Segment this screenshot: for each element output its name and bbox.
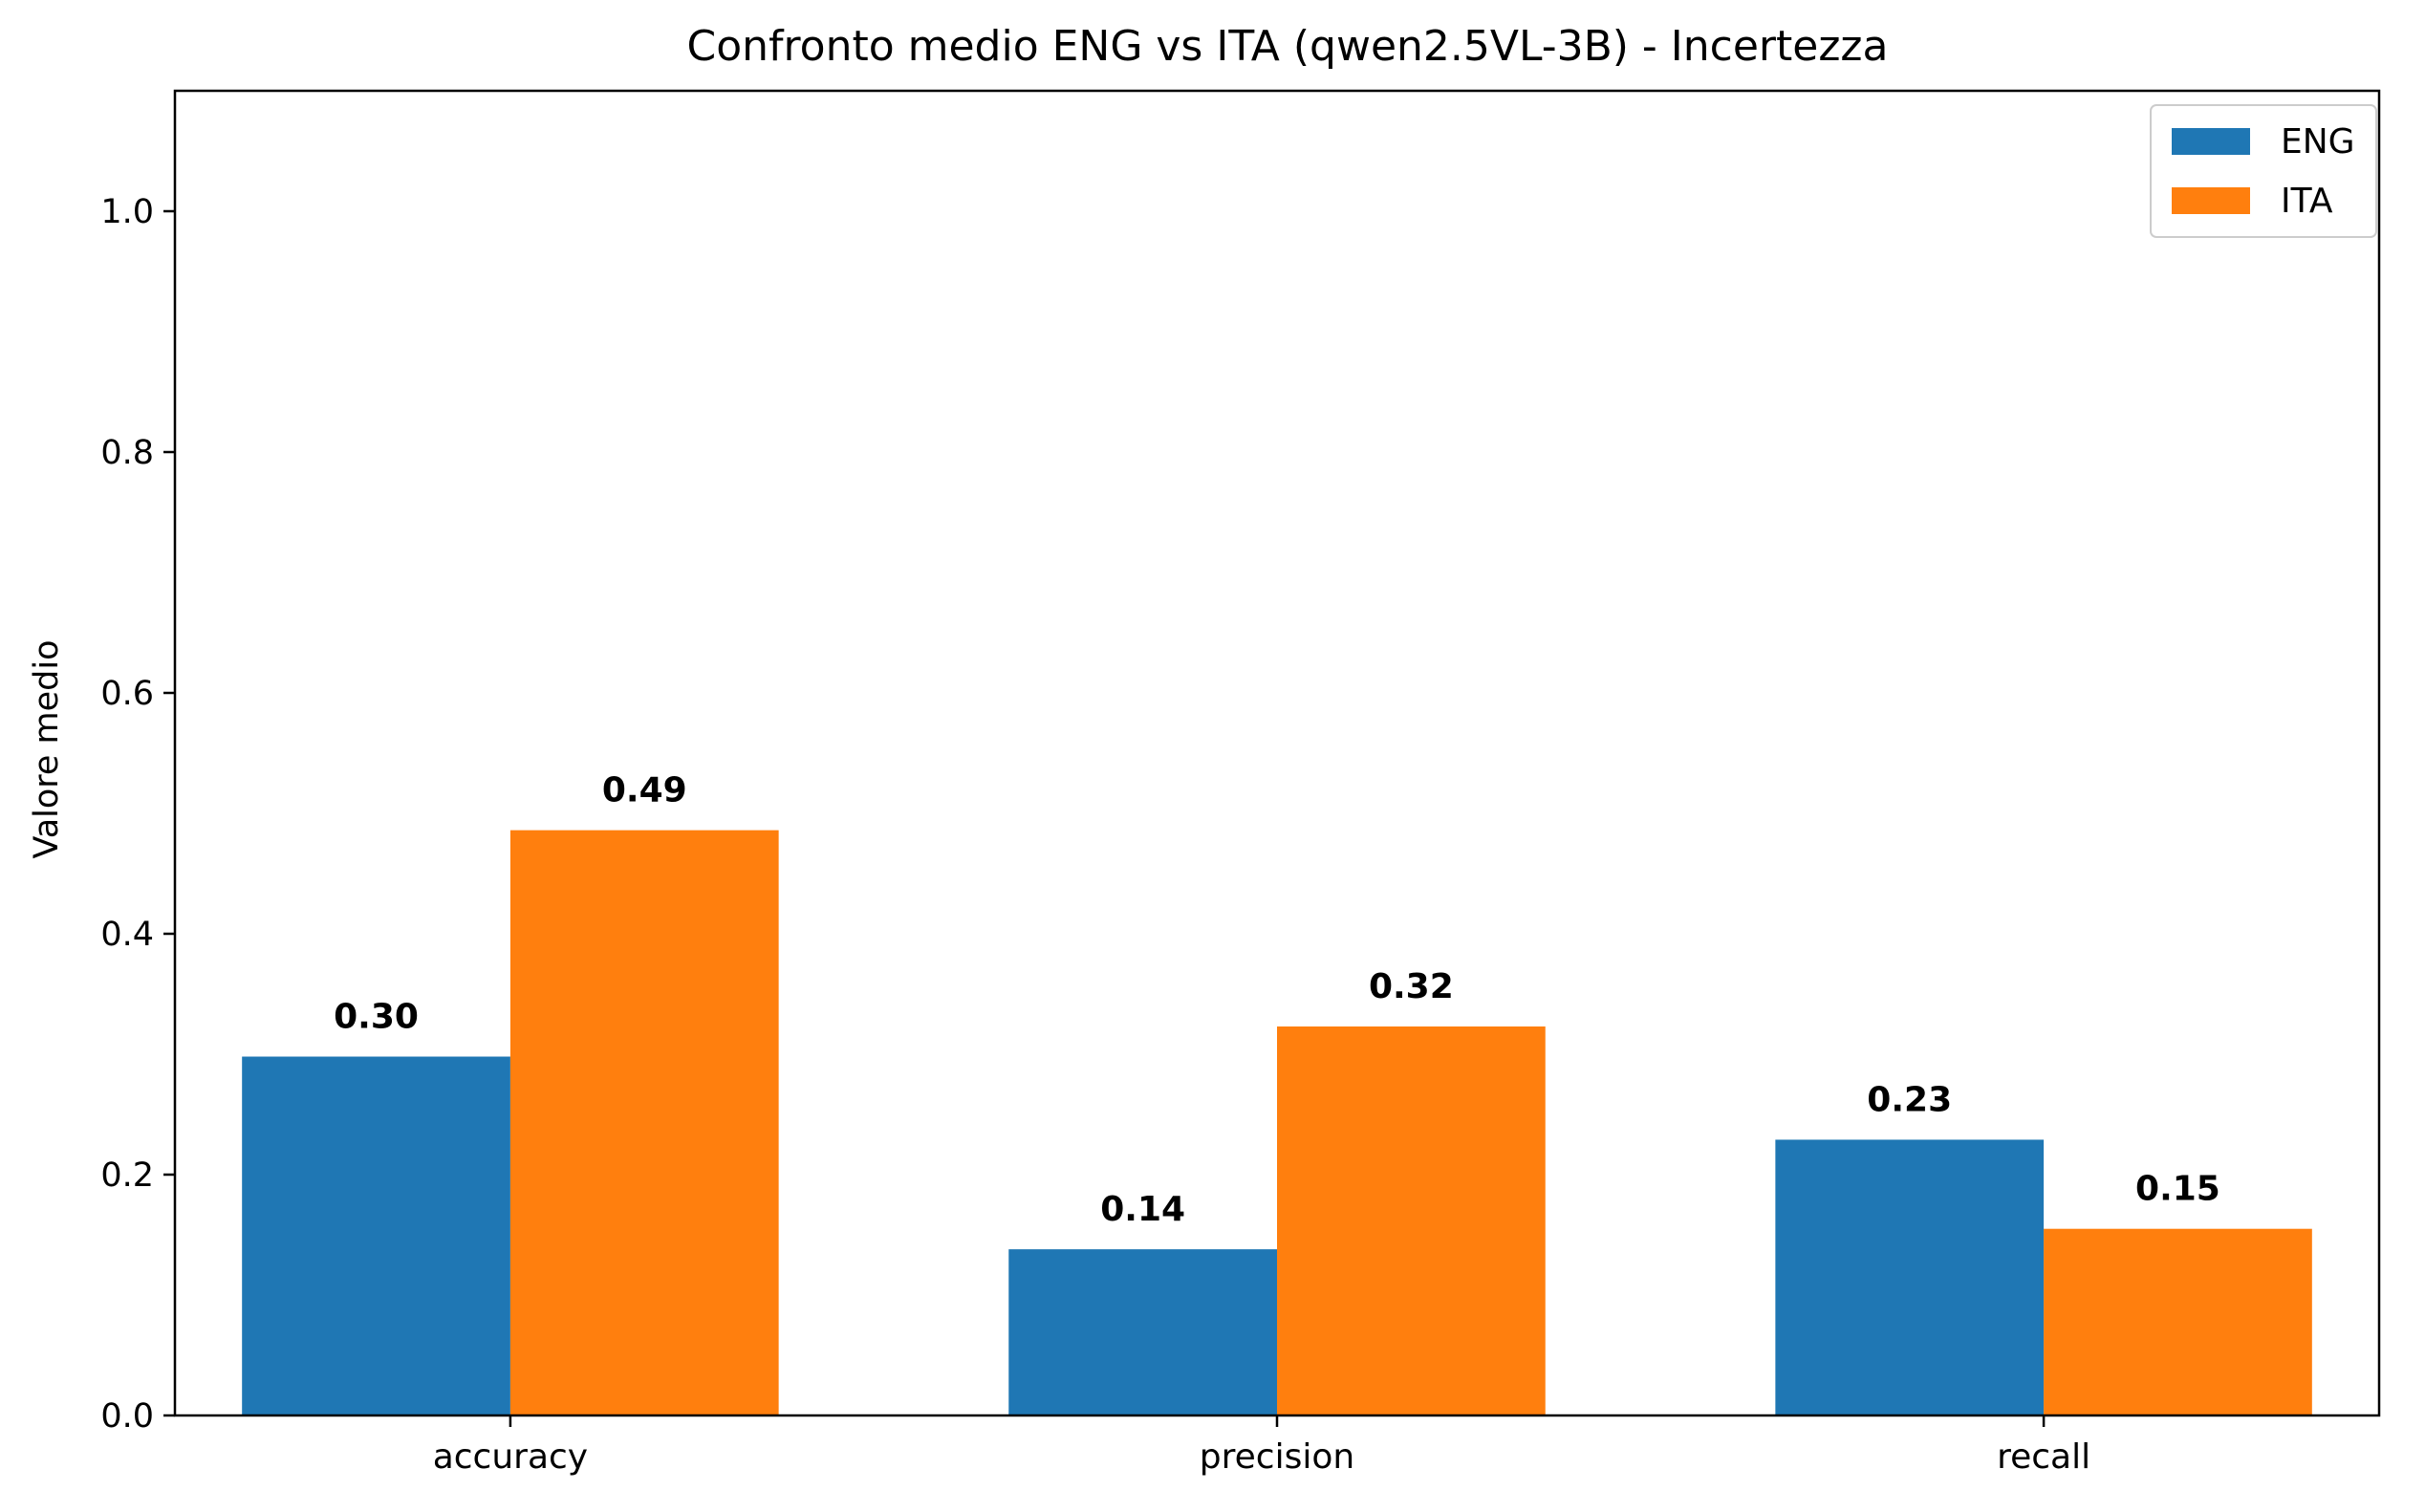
y-tick-label: 0.6 [100, 675, 154, 713]
bar-label-recall-eng: 0.23 [1867, 1080, 1952, 1119]
bar-label-accuracy-eng: 0.30 [334, 998, 419, 1037]
y-axis-ticks: 0.0 0.2 0.4 0.6 0.8 1.0 [100, 193, 175, 1436]
x-tick-label-precision: precision [1200, 1437, 1354, 1477]
bar-precision-eng [1008, 1249, 1277, 1415]
bar-label-precision-ita: 0.32 [1369, 967, 1454, 1006]
bars-layer [242, 830, 2312, 1415]
y-tick-label: 1.0 [100, 193, 154, 231]
bar-recall-ita [2044, 1228, 2312, 1415]
bar-accuracy-ita [509, 830, 779, 1415]
bar-label-precision-eng: 0.14 [1100, 1190, 1185, 1229]
legend: ENG ITA [2150, 104, 2377, 238]
bar-accuracy-eng [242, 1056, 510, 1415]
y-tick-label: 0.2 [100, 1156, 154, 1195]
y-tick-label: 0.8 [100, 434, 154, 472]
chart-title: Confronto medio ENG vs ITA (qwen2.5VL-3B… [687, 22, 1889, 71]
legend-label-ita: ITA [2281, 182, 2333, 221]
bar-recall-eng [1775, 1139, 2045, 1415]
legend-swatch-eng [2172, 128, 2250, 155]
bar-label-recall-ita: 0.15 [2135, 1170, 2220, 1209]
legend-label-eng: ENG [2281, 122, 2355, 162]
bar-value-labels: 0.30 0.14 0.23 0.49 0.32 0.15 [334, 771, 2220, 1229]
bar-precision-ita [1277, 1026, 1546, 1415]
plot-frame [173, 89, 2381, 1417]
legend-swatch-ita [2172, 187, 2250, 214]
x-axis-ticks: accuracy precision recall [433, 1415, 2090, 1477]
x-tick-label-recall: recall [1997, 1437, 2090, 1477]
bar-label-accuracy-ita: 0.49 [602, 771, 687, 810]
y-tick-label: 0.4 [100, 916, 154, 954]
y-tick-label: 0.0 [100, 1397, 154, 1436]
x-tick-label-accuracy: accuracy [433, 1437, 588, 1477]
y-axis-label: Valore medio [28, 639, 66, 858]
